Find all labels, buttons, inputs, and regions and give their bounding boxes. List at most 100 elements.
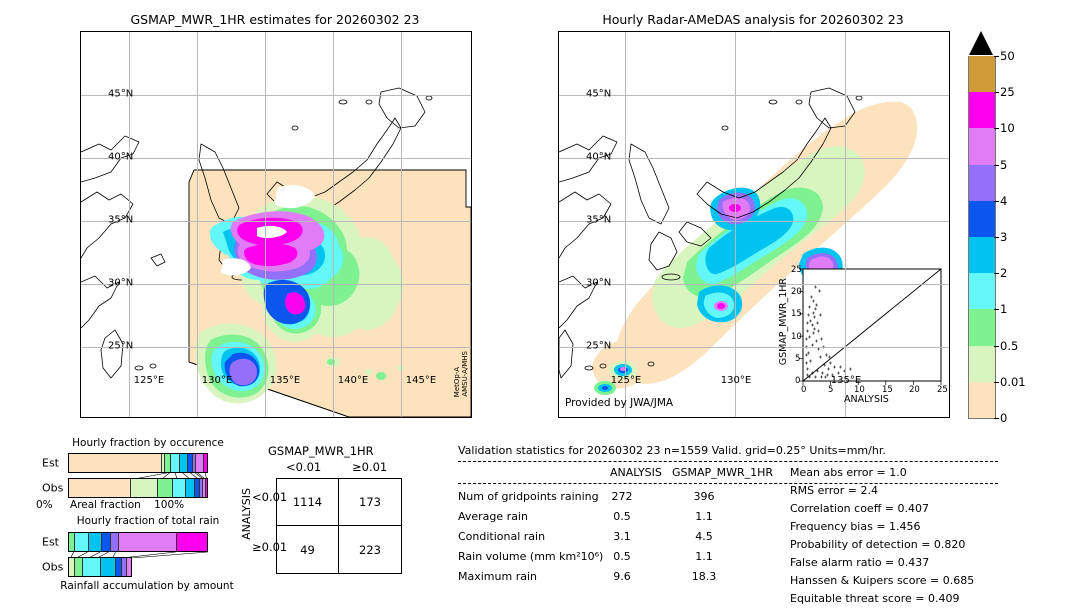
occurrence-obs-bar[interactable] — [68, 478, 208, 498]
left-map-graphics — [81, 87, 471, 417]
bar-segment — [69, 454, 162, 472]
right-lat-tick: 35°N — [586, 214, 612, 226]
sensor-label-line1: MetOp-A — [453, 366, 461, 397]
validation-row-analysis: 3.1 — [613, 530, 631, 543]
colorbar-tick-label: 25 — [1000, 85, 1015, 100]
right-lon-tick: 135°E — [830, 375, 862, 386]
colorbar-tick-line — [994, 273, 999, 275]
bar-segment — [69, 533, 76, 551]
right-map-graphics — [559, 87, 942, 395]
bar-segment — [179, 454, 188, 472]
gridline-lat — [559, 95, 949, 96]
occurrence-obs-label: Obs — [42, 481, 64, 495]
scatter-ylabel: GSMAP_MWR_1HR — [778, 278, 789, 366]
left-lon-tick: 135°E — [269, 375, 301, 386]
bar-segment — [187, 454, 194, 472]
validation-col-b-header: GSMAP_MWR_1HR — [672, 466, 774, 479]
left-lat-tick: 45°N — [108, 88, 134, 100]
colorbar-tick-label: 10 — [1000, 121, 1015, 136]
validation-score-line: False alarm ratio = 0.437 — [790, 556, 930, 569]
gridline-lon — [735, 32, 736, 417]
bar-segment — [186, 479, 195, 497]
amount-connector-lines — [70, 552, 208, 558]
bar-segment — [115, 558, 122, 576]
bar-segment — [69, 479, 132, 497]
gridline-lon — [197, 32, 198, 417]
colorbar-segment — [968, 56, 996, 93]
bar-segment — [102, 533, 112, 551]
validation-rule-mid — [458, 483, 998, 484]
validation-score-line: Correlation coeff = 0.407 — [790, 502, 929, 515]
gridline-lon — [129, 32, 130, 417]
gridline-lat — [559, 284, 949, 285]
contingency-title: GSMAP_MWR_1HR — [268, 444, 374, 458]
validation-row-label: Maximum rain — [458, 570, 537, 583]
bar-segment — [75, 533, 90, 551]
bar-segment — [200, 479, 204, 497]
contingency-table: 1114 173 49 223 — [276, 478, 402, 574]
gridline-lat — [81, 158, 471, 159]
scatter-xlabel: ANALYSIS — [844, 394, 889, 405]
scatter-xtick: 5 — [828, 385, 834, 395]
colorbar-tick-label: 0.01 — [1000, 374, 1026, 389]
gsmap-estimate-map[interactable]: MetOp-A AMSU-A/MHS — [80, 31, 472, 418]
bar-segment — [173, 479, 187, 497]
right-lon-tick: 125°E — [610, 375, 642, 386]
right-lon-tick: 130°E — [720, 375, 752, 386]
bar-segment — [171, 454, 180, 472]
colorbar-tick-line — [994, 237, 999, 238]
colorbar-tick-line — [994, 92, 999, 94]
gridline-lat — [81, 284, 471, 285]
validation-row-estimate: 1.1 — [695, 550, 713, 563]
scatter-xtick: 20 — [909, 385, 920, 395]
contingency-row-header-1: <0.01 — [252, 490, 288, 504]
scatter-xtick: 25 — [937, 385, 948, 395]
colorbar-segment — [968, 381, 996, 419]
right-lat-tick: 25°N — [586, 340, 612, 352]
contingency-cell-hit-miss: 1114 — [277, 479, 339, 526]
right-lat-tick: 30°N — [586, 277, 612, 289]
scatter-inset — [799, 268, 942, 385]
occurrence-connector-lines — [133, 473, 207, 479]
left-lon-tick: 125°E — [133, 375, 165, 386]
validation-row-estimate: 18.3 — [691, 570, 717, 583]
amount-obs-bar[interactable] — [68, 557, 132, 577]
colorbar-tick-label: 0 — [1000, 411, 1008, 425]
colorbar-tick-label: 3 — [1000, 230, 1008, 244]
amount-est-bar[interactable] — [68, 532, 208, 552]
left-lon-tick: 140°E — [337, 375, 369, 386]
bar-segment — [203, 479, 206, 497]
bar-segment — [89, 533, 103, 551]
contingency-col-header-2: ≥0.01 — [352, 460, 388, 474]
colorbar-tick-line — [994, 381, 999, 383]
amount-est-label: Est — [42, 535, 59, 549]
colorbar-tick-label: 1 — [1000, 302, 1008, 317]
colorbar-segment — [968, 200, 996, 237]
bar-segment — [205, 479, 207, 497]
colorbar-tick-line — [994, 418, 999, 419]
scatter-ytick: 25 — [791, 265, 802, 275]
radar-amedas-map[interactable]: 25 20 15 10 5 0 0 5 10 15 20 25 ANALYSIS… — [558, 31, 950, 418]
validation-row-label: Num of gridpoints raining — [458, 490, 599, 503]
gridline-lon — [333, 32, 334, 417]
left-lon-tick: 145°E — [405, 375, 437, 386]
scatter-ytick: 0 — [795, 376, 801, 386]
bar-segment — [126, 558, 131, 576]
colorbar-segment — [968, 345, 996, 382]
bar-segment — [83, 558, 102, 576]
colorbar-segment — [968, 128, 996, 165]
colorbar-tick-line — [994, 128, 999, 130]
occurrence-chart-title: Hourly fraction by occurence — [72, 437, 224, 449]
amount-obs-label: Obs — [42, 560, 64, 574]
left-lat-tick: 25°N — [108, 340, 134, 352]
left-lon-tick: 130°E — [201, 375, 233, 386]
precip-field — [594, 146, 865, 395]
data-provider-label: Provided by JWA/JMA — [565, 397, 674, 409]
colorbar-arrow-icon — [969, 31, 993, 55]
areal-fraction-label: Areal fraction — [70, 499, 141, 511]
occurrence-est-bar[interactable] — [68, 453, 208, 473]
gridline-lat — [559, 221, 949, 222]
bar-segment — [196, 454, 205, 472]
colorbar-tick-label: 4 — [1000, 193, 1008, 208]
bar-segment — [118, 533, 177, 551]
